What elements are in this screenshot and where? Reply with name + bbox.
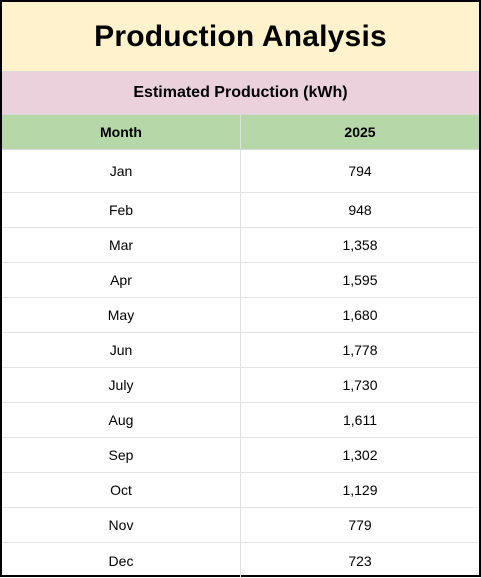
column-header-row: Month 2025 bbox=[2, 115, 479, 150]
table-subtitle: Estimated Production (kWh) bbox=[133, 84, 348, 101]
table-body: Jan 794 Feb 948 Mar 1,358 Apr 1,595 May … bbox=[2, 150, 479, 578]
month-cell[interactable]: Oct bbox=[2, 473, 241, 507]
month-cell[interactable]: Sep bbox=[2, 438, 241, 472]
column-header-2025[interactable]: 2025 bbox=[344, 124, 376, 140]
month-cell[interactable]: July bbox=[2, 368, 241, 402]
month-cell[interactable]: Mar bbox=[2, 228, 241, 262]
value-cell[interactable]: 1,595 bbox=[342, 272, 378, 288]
table-row: Sep 1,302 bbox=[2, 438, 479, 473]
table-row: July 1,730 bbox=[2, 368, 479, 403]
title-cell[interactable]: Production Analysis bbox=[2, 2, 479, 72]
table-row: Jan 794 bbox=[2, 150, 479, 193]
value-cell[interactable]: 779 bbox=[348, 517, 372, 533]
table-row: Dec 723 bbox=[2, 543, 479, 578]
value-cell[interactable]: 1,302 bbox=[342, 447, 378, 463]
column-header-month[interactable]: Month bbox=[2, 115, 241, 149]
table-row: Oct 1,129 bbox=[2, 473, 479, 508]
month-cell[interactable]: Nov bbox=[2, 508, 241, 542]
value-cell[interactable]: 1,778 bbox=[342, 342, 378, 358]
value-cell[interactable]: 948 bbox=[348, 202, 372, 218]
table-row: Jun 1,778 bbox=[2, 333, 479, 368]
month-cell[interactable]: Jan bbox=[2, 150, 241, 192]
table-row: May 1,680 bbox=[2, 298, 479, 333]
value-cell[interactable]: 1,129 bbox=[342, 482, 378, 498]
value-cell[interactable]: 1,358 bbox=[342, 237, 378, 253]
table-row: Aug 1,611 bbox=[2, 403, 479, 438]
table-row: Mar 1,358 bbox=[2, 228, 479, 263]
value-cell[interactable]: 1,730 bbox=[342, 377, 378, 393]
value-cell[interactable]: 1,680 bbox=[342, 307, 378, 323]
value-cell[interactable]: 723 bbox=[348, 552, 372, 569]
month-cell[interactable]: Apr bbox=[2, 263, 241, 297]
value-cell[interactable]: 794 bbox=[348, 163, 372, 179]
table-row: Nov 779 bbox=[2, 508, 479, 543]
value-cell[interactable]: 1,611 bbox=[343, 412, 377, 428]
month-cell[interactable]: Feb bbox=[2, 193, 241, 227]
month-cell[interactable]: May bbox=[2, 298, 241, 332]
page-title: Production Analysis bbox=[94, 19, 387, 53]
month-cell[interactable]: Dec bbox=[2, 543, 241, 578]
month-cell[interactable]: Aug bbox=[2, 403, 241, 437]
month-cell[interactable]: Jun bbox=[2, 333, 241, 367]
table-row: Feb 948 bbox=[2, 193, 479, 228]
table-row: Apr 1,595 bbox=[2, 263, 479, 298]
subtitle-cell[interactable]: Estimated Production (kWh) bbox=[2, 72, 479, 115]
